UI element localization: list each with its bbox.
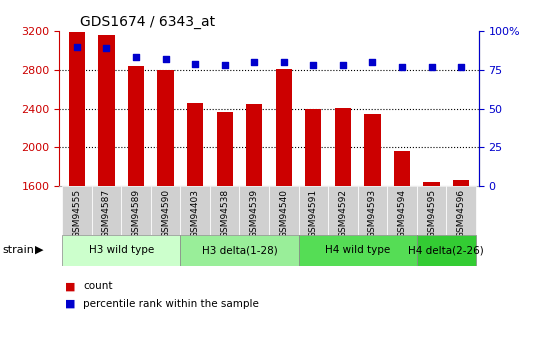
Point <box>221 62 229 68</box>
Text: H4 wild type: H4 wild type <box>325 245 390 255</box>
Bar <box>328 186 358 235</box>
Point <box>191 61 200 67</box>
Text: GSM94538: GSM94538 <box>220 189 229 238</box>
Text: GSM94592: GSM94592 <box>338 189 348 238</box>
Bar <box>69 31 85 186</box>
Bar <box>62 186 91 235</box>
Bar <box>423 182 440 186</box>
Text: ▶: ▶ <box>35 245 44 255</box>
Bar <box>239 186 269 235</box>
Bar <box>358 186 387 235</box>
Bar <box>180 235 299 266</box>
Text: H3 delta(1-28): H3 delta(1-28) <box>202 245 277 255</box>
Text: GSM94593: GSM94593 <box>368 189 377 238</box>
Text: GSM94539: GSM94539 <box>250 189 259 238</box>
Bar <box>335 108 351 186</box>
Bar <box>128 66 144 186</box>
Point <box>279 59 288 65</box>
Text: H3 wild type: H3 wild type <box>89 245 154 255</box>
Bar <box>210 186 239 235</box>
Point <box>309 62 317 68</box>
Text: GSM94591: GSM94591 <box>309 189 318 238</box>
Bar <box>394 151 410 186</box>
Bar <box>387 186 417 235</box>
Point <box>102 45 111 51</box>
Bar <box>121 186 151 235</box>
Point <box>73 44 81 49</box>
Text: GSM94555: GSM94555 <box>73 189 81 238</box>
Bar <box>91 186 121 235</box>
Point <box>398 64 406 70</box>
Text: ■: ■ <box>65 282 75 291</box>
Bar <box>417 235 476 266</box>
Text: ■: ■ <box>65 299 75 308</box>
Text: GSM94596: GSM94596 <box>457 189 465 238</box>
Text: GSM94594: GSM94594 <box>398 189 407 238</box>
Text: GSM94540: GSM94540 <box>279 189 288 238</box>
Bar <box>299 235 417 266</box>
Bar <box>299 186 328 235</box>
Bar <box>417 186 447 235</box>
Text: GSM94589: GSM94589 <box>131 189 140 238</box>
Text: strain: strain <box>3 245 34 255</box>
Bar <box>269 186 299 235</box>
Point <box>427 64 436 70</box>
Text: GSM94590: GSM94590 <box>161 189 170 238</box>
Bar <box>453 179 469 186</box>
Point <box>250 59 259 65</box>
Bar <box>246 104 263 186</box>
Bar <box>447 186 476 235</box>
Text: H4 delta(2-26): H4 delta(2-26) <box>408 245 484 255</box>
Text: GDS1674 / 6343_at: GDS1674 / 6343_at <box>80 14 215 29</box>
Point <box>161 56 170 62</box>
Bar <box>62 235 180 266</box>
Point <box>338 62 347 68</box>
Bar <box>275 69 292 186</box>
Text: GSM94595: GSM94595 <box>427 189 436 238</box>
Point <box>457 64 465 70</box>
Bar <box>158 70 174 186</box>
Point <box>368 59 377 65</box>
Bar <box>98 36 115 186</box>
Bar <box>305 109 321 186</box>
Bar <box>364 115 380 186</box>
Bar <box>187 103 203 186</box>
Text: GSM94403: GSM94403 <box>190 189 200 238</box>
Point <box>132 55 140 60</box>
Bar <box>216 111 233 186</box>
Text: count: count <box>83 282 113 291</box>
Text: GSM94587: GSM94587 <box>102 189 111 238</box>
Text: percentile rank within the sample: percentile rank within the sample <box>83 299 259 308</box>
Bar <box>180 186 210 235</box>
Bar <box>151 186 180 235</box>
